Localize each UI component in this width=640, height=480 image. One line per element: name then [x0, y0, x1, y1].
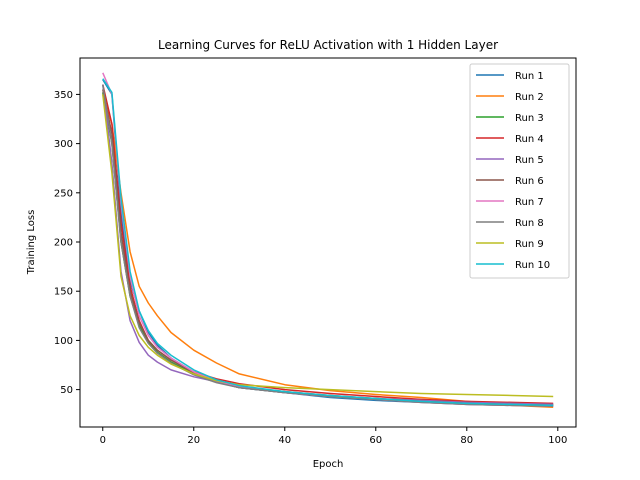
y-axis: 50 100 150 200 250 300 350: [54, 90, 80, 396]
x-tick-label: 0: [100, 435, 106, 446]
series-line-run-8: [102, 84, 554, 408]
x-axis: 0 20 40 60 80 100: [100, 427, 567, 446]
legend: Run 1 Run 2 Run 3 Run 4 Run 5 Run 6 Run 7 Run 8…: [469, 63, 570, 279]
legend-label-run-1: Run 1: [515, 71, 544, 82]
x-tick-label: 60: [369, 435, 382, 446]
legend-label-run-7: Run 7: [515, 197, 544, 208]
y-tick-label: 200: [54, 238, 73, 249]
x-tick-label: 20: [187, 435, 200, 446]
y-tick-label: 150: [54, 287, 73, 298]
legend-label-run-9: Run 9: [515, 239, 544, 250]
series-line-run-9: [102, 94, 554, 398]
series-line-run-10: [102, 78, 554, 407]
x-tick-label: 80: [460, 435, 473, 446]
legend-label-run-2: Run 2: [515, 92, 544, 103]
x-axis-label: Epoch: [313, 459, 344, 470]
x-tick-label: 40: [278, 435, 291, 446]
chart-title: Learning Curves for ReLU Activation with…: [158, 38, 498, 52]
legend-label-run-4: Run 4: [515, 134, 544, 145]
x-tick-label: 100: [548, 435, 567, 446]
legend-label-run-10: Run 10: [515, 260, 550, 271]
legend-label-run-3: Run 3: [515, 113, 544, 124]
series-line-run-2: [102, 94, 554, 409]
legend-label-run-6: Run 6: [515, 176, 544, 187]
y-tick-label: 300: [54, 139, 73, 150]
y-tick-label: 250: [54, 188, 73, 199]
y-axis-label: Training Loss: [26, 210, 37, 276]
legend-label-run-5: Run 5: [515, 155, 544, 166]
legend-label-run-8: Run 8: [515, 218, 544, 229]
y-tick-label: 350: [54, 90, 73, 101]
plot-lines: [102, 72, 554, 409]
y-tick-label: 100: [54, 336, 73, 347]
y-tick-label: 50: [60, 385, 73, 396]
